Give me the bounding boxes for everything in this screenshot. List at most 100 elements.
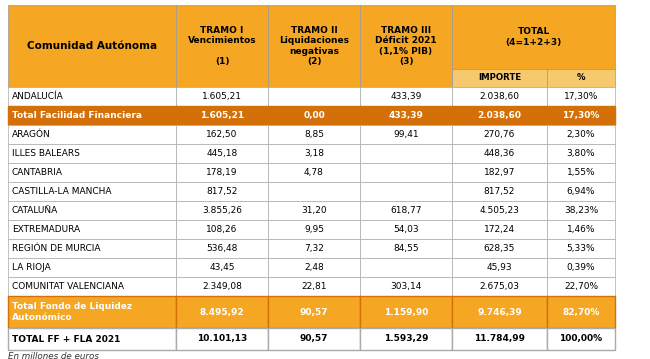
Text: 445,18: 445,18 [207, 149, 238, 158]
Bar [360, 144, 452, 163]
Text: 182,97: 182,97 [484, 168, 515, 177]
Bar [360, 296, 452, 328]
Bar [547, 277, 615, 296]
Text: 270,76: 270,76 [484, 130, 515, 139]
Text: 1.605,21: 1.605,21 [200, 111, 244, 120]
Text: REGIÓN DE MURCIA: REGIÓN DE MURCIA [12, 244, 101, 253]
Bar [547, 125, 615, 144]
Text: 536,48: 536,48 [206, 244, 238, 253]
Text: 433,39: 433,39 [389, 111, 423, 120]
Text: 45,93: 45,93 [487, 263, 512, 272]
Text: 2.038,60: 2.038,60 [478, 111, 521, 120]
Bar [8, 258, 176, 277]
Text: TOTAL FF + FLA 2021: TOTAL FF + FLA 2021 [12, 335, 120, 344]
Bar [547, 239, 615, 258]
Bar [547, 163, 615, 182]
Bar [360, 87, 452, 106]
Bar [176, 144, 268, 163]
Bar [176, 258, 268, 277]
Bar [360, 182, 452, 201]
Bar [547, 328, 615, 350]
Bar [360, 328, 452, 350]
Text: 817,52: 817,52 [206, 187, 238, 196]
Bar [268, 125, 360, 144]
Text: 0,39%: 0,39% [567, 263, 595, 272]
Text: 4.505,23: 4.505,23 [480, 206, 519, 215]
Bar [8, 125, 176, 144]
Bar [8, 220, 176, 239]
Bar [176, 182, 268, 201]
Bar [452, 220, 547, 239]
Bar [452, 182, 547, 201]
Bar [360, 277, 452, 296]
Text: 3,80%: 3,80% [567, 149, 595, 158]
Text: 2,30%: 2,30% [567, 130, 595, 139]
Text: 54,03: 54,03 [393, 225, 419, 234]
Bar [176, 163, 268, 182]
Text: 0,00: 0,00 [303, 111, 325, 120]
Text: LA RIOJA: LA RIOJA [12, 263, 51, 272]
Bar [452, 201, 547, 220]
Text: 1,55%: 1,55% [567, 168, 595, 177]
Bar [8, 277, 176, 296]
Bar [452, 277, 547, 296]
Text: Comunidad Autónoma: Comunidad Autónoma [27, 41, 157, 51]
Text: 1.159,90: 1.159,90 [384, 308, 428, 317]
Bar [360, 239, 452, 258]
Bar [452, 144, 547, 163]
Text: IMPORTE: IMPORTE [478, 74, 521, 83]
Bar [452, 87, 547, 106]
Bar [268, 296, 360, 328]
Text: CATALUÑA: CATALUÑA [12, 206, 58, 215]
Bar [8, 182, 176, 201]
Bar [452, 5, 615, 69]
Bar [8, 163, 176, 182]
Bar [268, 182, 360, 201]
Text: 90,57: 90,57 [300, 308, 328, 317]
Bar [8, 328, 176, 350]
Text: 3,18: 3,18 [304, 149, 324, 158]
Bar [452, 239, 547, 258]
Text: Total Facilidad Financiera: Total Facilidad Financiera [12, 111, 142, 120]
Text: En millones de euros: En millones de euros [8, 352, 99, 359]
Text: 1.593,29: 1.593,29 [384, 335, 428, 344]
Bar [176, 277, 268, 296]
Text: 9.746,39: 9.746,39 [477, 308, 522, 317]
Text: ILLES BALEARS: ILLES BALEARS [12, 149, 80, 158]
Bar [452, 328, 547, 350]
Text: 17,30%: 17,30% [562, 111, 600, 120]
Bar [452, 125, 547, 144]
Bar [360, 258, 452, 277]
Bar [8, 144, 176, 163]
Text: TRAMO I
Vencimientos

(1): TRAMO I Vencimientos (1) [188, 26, 256, 66]
Text: 84,55: 84,55 [393, 244, 419, 253]
Bar [176, 5, 268, 87]
Bar [547, 106, 615, 125]
Bar [547, 144, 615, 163]
Text: 108,26: 108,26 [206, 225, 238, 234]
Bar [176, 239, 268, 258]
Text: EXTREMADURA: EXTREMADURA [12, 225, 80, 234]
Text: 82,70%: 82,70% [562, 308, 600, 317]
Text: 22,81: 22,81 [301, 282, 327, 291]
Text: TRAMO III
Déficit 2021
(1,1% PIB)
(3): TRAMO III Déficit 2021 (1,1% PIB) (3) [375, 26, 437, 66]
Text: 2.675,03: 2.675,03 [480, 282, 519, 291]
Text: 162,50: 162,50 [206, 130, 238, 139]
Text: 11.784,99: 11.784,99 [474, 335, 525, 344]
Text: TOTAL
(4=1+2+3): TOTAL (4=1+2+3) [506, 27, 562, 47]
Text: 3.855,26: 3.855,26 [202, 206, 242, 215]
Text: TRAMO II
Liquidaciones
negativas
(2): TRAMO II Liquidaciones negativas (2) [279, 26, 349, 66]
Bar [8, 87, 176, 106]
Text: COMUNITAT VALENCIANA: COMUNITAT VALENCIANA [12, 282, 124, 291]
Bar [268, 87, 360, 106]
Text: 178,19: 178,19 [206, 168, 238, 177]
Bar [360, 106, 452, 125]
Bar [8, 106, 176, 125]
Bar [547, 69, 615, 87]
Text: 17,30%: 17,30% [564, 92, 598, 101]
Text: 433,39: 433,39 [390, 92, 422, 101]
Bar [176, 106, 268, 125]
Bar [176, 296, 268, 328]
Bar [452, 69, 547, 87]
Text: 100,00%: 100,00% [560, 335, 603, 344]
